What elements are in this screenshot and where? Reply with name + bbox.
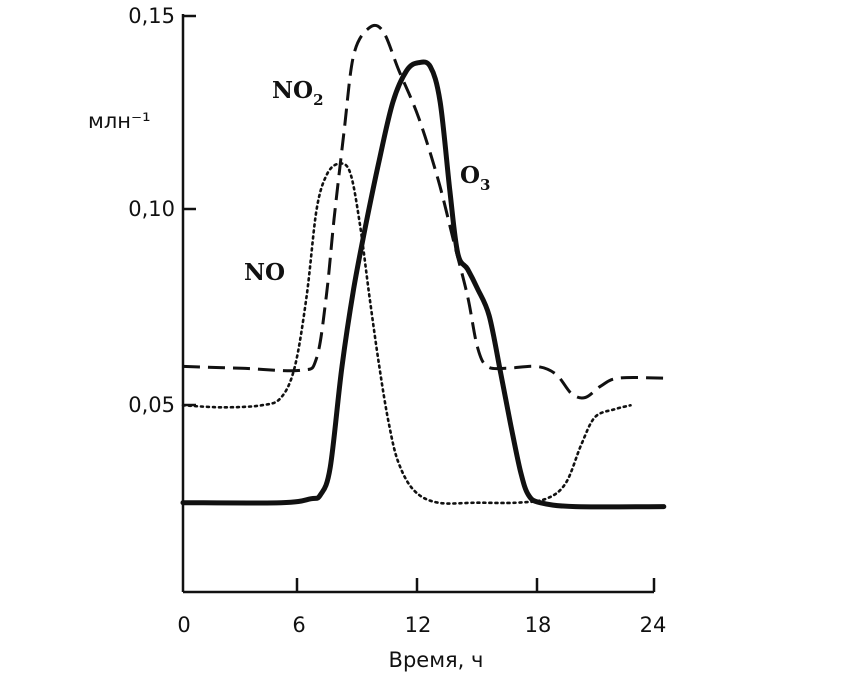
y-tick-label: 0,05	[128, 393, 175, 417]
series-label-o3: O3	[460, 162, 490, 194]
x-axis: 0 6 12 18 24 Время, ч	[177, 578, 666, 672]
x-tick-label: 6	[292, 613, 305, 637]
series-line-no2	[182, 23, 664, 400]
series-layer	[180, 23, 667, 510]
series-label-no2-main: NO	[272, 77, 313, 104]
series-line-no	[181, 162, 632, 505]
y-tick-label: 0,15	[128, 4, 175, 28]
series-label-no2: NO2	[272, 77, 324, 109]
y-axis-title: млн⁻¹	[88, 109, 151, 133]
series-label-no: NO	[244, 259, 285, 286]
series-labels: NO NO2 O3	[244, 77, 490, 286]
series-label-o3-main: O	[460, 162, 480, 189]
series-label-no2-sub: 2	[313, 91, 323, 109]
y-tick-label: 0,10	[128, 197, 175, 221]
x-tick-label: 24	[640, 613, 667, 637]
x-tick-label: 18	[525, 613, 552, 637]
series-label-o3-sub: 3	[480, 176, 490, 194]
series-line-o3	[180, 59, 667, 510]
x-tick-label: 12	[405, 613, 432, 637]
x-tick-label: 0	[177, 613, 190, 637]
x-axis-title: Время, ч	[389, 648, 484, 672]
y-axis: 0,05 0,10 0,15 млн⁻¹	[88, 4, 196, 592]
